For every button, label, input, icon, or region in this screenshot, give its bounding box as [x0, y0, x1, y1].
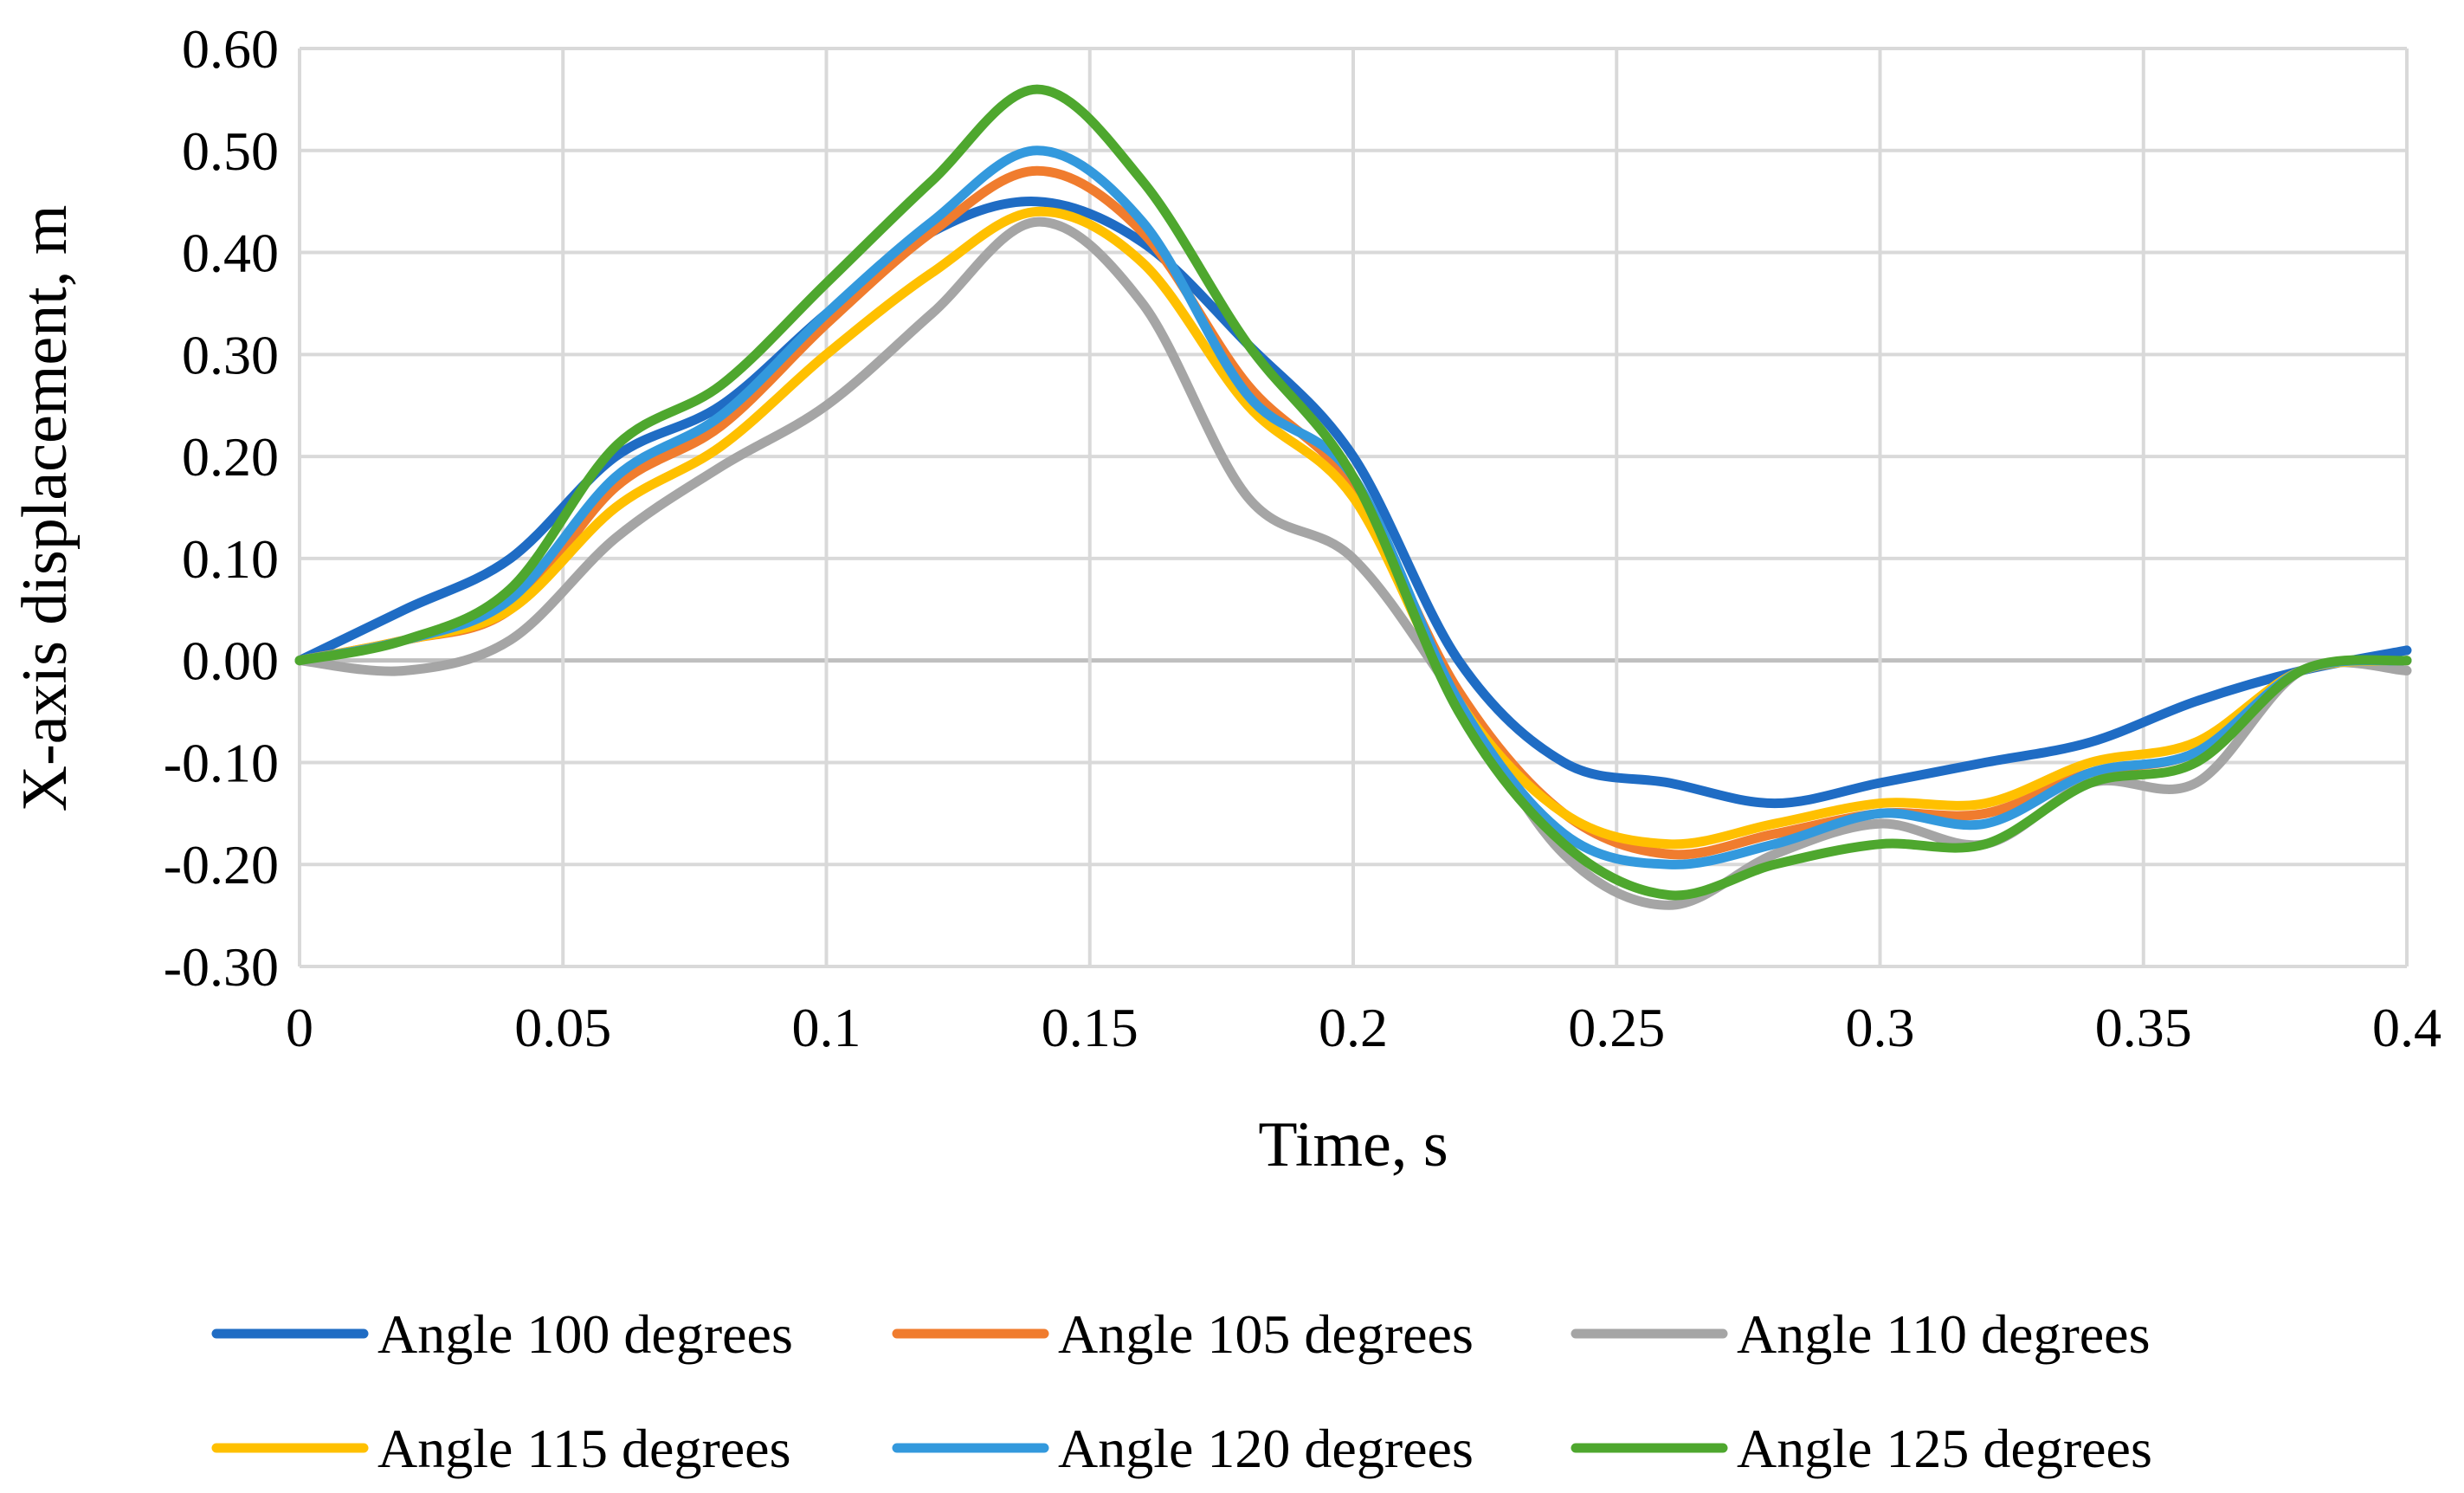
legend: Angle 100 degrees Angle 105 degrees Angle …: [211, 1303, 2152, 1479]
y-tick-label: 0.50: [182, 120, 279, 182]
x-tick-label: 0.15: [1042, 997, 1138, 1058]
y-axis-ticks: 0.60 0.50 0.40 0.30 0.20 0.10 0.00 -0.10 -0.20 -0…: [164, 18, 279, 998]
legend-label: Angle 100 degrees: [377, 1303, 793, 1365]
y-tick-label: -0.10: [164, 732, 279, 793]
x-axis-ticks: 0 0.05 0.1 0.15 0.2 0.25 0.3 0.35 0.4: [286, 997, 2441, 1058]
y-tick-label: -0.30: [164, 936, 279, 998]
legend-label: Angle 110 degrees: [1737, 1303, 2150, 1365]
y-tick-label: 0.30: [182, 324, 279, 385]
series-line-6: [294, 84, 2412, 901]
legend-item-3: Angle 110 degrees: [1571, 1303, 2150, 1365]
x-axis-title: Time, s: [1258, 1109, 1448, 1180]
legend-item-1: Angle 100 degrees: [211, 1303, 793, 1365]
x-tick-label: 0.3: [1846, 997, 1915, 1058]
y-tick-label: 0.10: [182, 528, 279, 590]
legend-item-5: Angle 120 degrees: [892, 1418, 1474, 1479]
legend-label: Angle 120 degrees: [1058, 1418, 1474, 1479]
x-tick-label: 0: [286, 997, 313, 1058]
x-tick-label: 0.2: [1319, 997, 1388, 1058]
series-lines: [294, 84, 2412, 910]
y-axis-title: X-axis displacement, m: [10, 205, 81, 812]
x-tick-label: 0.4: [2372, 997, 2441, 1058]
series-line-1: [294, 197, 2412, 809]
legend-item-2: Angle 105 degrees: [892, 1303, 1474, 1365]
legend-label: Angle 105 degrees: [1058, 1303, 1474, 1365]
x-tick-label: 0.25: [1568, 997, 1665, 1058]
series-line-2: [294, 165, 2412, 860]
y-tick-label: -0.20: [164, 834, 279, 895]
legend-item-6: Angle 125 degrees: [1571, 1418, 2152, 1479]
legend-item-4: Angle 115 degrees: [211, 1418, 790, 1479]
x-tick-label: 0.1: [792, 997, 861, 1058]
y-tick-label: 0.20: [182, 426, 279, 488]
x-tick-label: 0.05: [514, 997, 611, 1058]
legend-label: Angle 115 degrees: [377, 1418, 790, 1479]
y-tick-label: 0.00: [182, 630, 279, 692]
x-tick-label: 0.35: [2095, 997, 2192, 1058]
legend-label: Angle 125 degrees: [1737, 1418, 2152, 1479]
y-tick-label: 0.60: [182, 18, 279, 80]
y-tick-label: 0.40: [182, 223, 279, 284]
series-line-4: [294, 206, 2412, 850]
